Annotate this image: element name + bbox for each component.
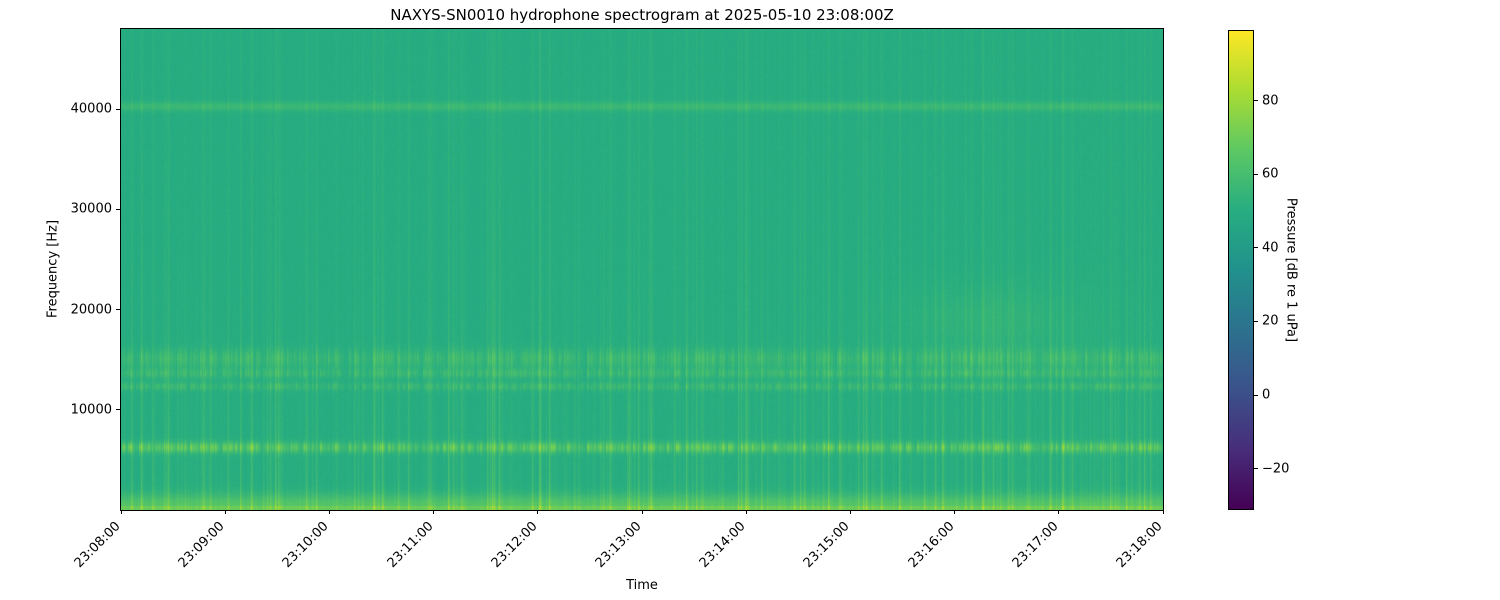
x-tick-mark <box>954 510 956 514</box>
colorbar <box>1229 31 1253 509</box>
x-tick-mark <box>849 510 851 514</box>
x-axis-label: Time <box>626 578 658 593</box>
x-tick-label: 23:17:00 <box>1009 519 1062 571</box>
y-tick-label: 30000 <box>70 201 112 217</box>
colorbar-tick-label: 60 <box>1262 166 1279 182</box>
x-tick-mark <box>641 510 643 514</box>
y-tick-mark <box>116 309 120 311</box>
colorbar-tick-mark <box>1254 468 1258 470</box>
colorbar-tick-mark <box>1254 320 1258 322</box>
colorbar-tick-mark <box>1254 173 1258 175</box>
x-tick-label: 23:11:00 <box>384 519 437 571</box>
colorbar-tick-label: 80 <box>1262 93 1279 109</box>
colorbar-tick-mark <box>1254 100 1258 102</box>
x-tick-mark <box>120 510 122 514</box>
chart-title: NAXYS-SN0010 hydrophone spectrogram at 2… <box>390 6 894 24</box>
x-tick-label: 23:13:00 <box>592 519 645 571</box>
x-tick-mark <box>433 510 435 514</box>
x-tick-mark <box>1162 510 1164 514</box>
x-tick-label: 23:10:00 <box>280 519 332 571</box>
x-tick-mark <box>328 510 330 514</box>
x-tick-mark <box>537 510 539 514</box>
y-tick-mark <box>116 208 120 210</box>
y-tick-label: 10000 <box>70 402 112 418</box>
spectrogram-heatmap <box>121 29 1163 510</box>
colorbar-tick-label: 0 <box>1262 387 1271 403</box>
x-tick-mark <box>224 510 226 514</box>
x-tick-label: 23:14:00 <box>696 519 749 571</box>
x-tick-label: 23:12:00 <box>488 519 541 571</box>
x-tick-label: 23:08:00 <box>71 519 124 571</box>
colorbar-tick-label: −20 <box>1262 461 1290 477</box>
y-tick-mark <box>116 108 120 110</box>
x-tick-label: 23:16:00 <box>905 519 958 571</box>
y-tick-label: 20000 <box>70 302 112 318</box>
y-tick-label: 40000 <box>70 101 112 117</box>
colorbar-tick-mark <box>1254 394 1258 396</box>
x-tick-label: 23:09:00 <box>175 519 228 571</box>
colorbar-tick-label: 20 <box>1262 313 1279 329</box>
colorbar-label: Pressure [dB re 1 uPa] <box>1283 197 1299 343</box>
colorbar-tick-label: 40 <box>1262 240 1279 256</box>
y-tick-mark <box>116 409 120 411</box>
x-tick-mark <box>745 510 747 514</box>
x-tick-label: 23:18:00 <box>1113 519 1166 571</box>
x-tick-label: 23:15:00 <box>801 519 853 571</box>
x-tick-mark <box>1058 510 1060 514</box>
colorbar-tick-mark <box>1254 247 1258 249</box>
